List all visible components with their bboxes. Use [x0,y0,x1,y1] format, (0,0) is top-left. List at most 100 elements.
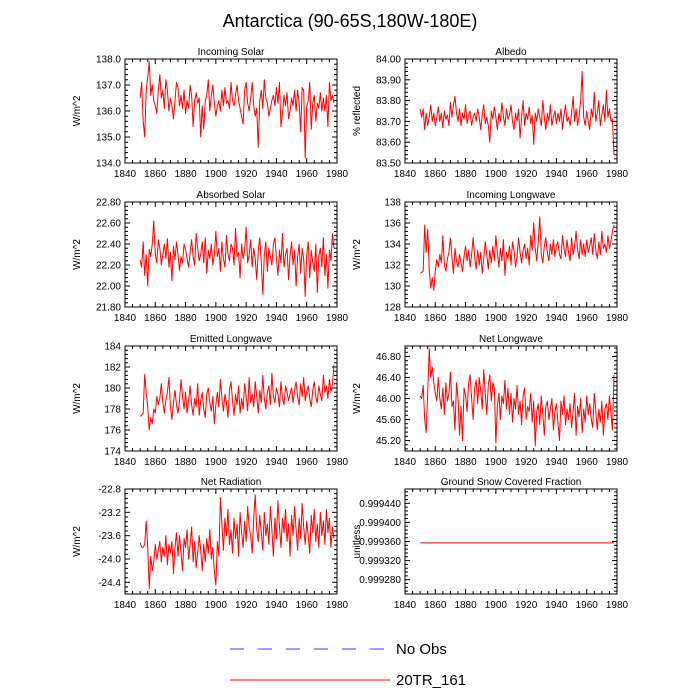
x-tick-label: 1900 [205,600,228,611]
y-tick-label: 83.60 [376,138,401,149]
x-tick-label: 1840 [394,457,417,468]
series-line [419,70,615,155]
y-tick-label: 46.40 [376,373,401,384]
y-tick-label: 22.60 [96,219,121,230]
plot-6: 1840 1860 1880 1900 1920 1940 1960 1980 45.20 45.… [352,334,629,468]
series-line [139,364,335,431]
y-tick-label: 136 [384,219,401,230]
y-tick-label: 182 [104,363,121,374]
x-tick-label: 1860 [144,313,167,324]
x-tick-label: 1960 [296,313,319,324]
y-axis-label: W/m^2 [352,383,363,414]
x-tick-label: 1980 [606,313,629,324]
x-tick-label: 1860 [424,600,447,611]
x-tick-label: 1880 [174,313,197,324]
y-tick-label: 180 [104,384,121,395]
x-tick-label: 1900 [205,169,228,180]
x-tick-label: 1880 [174,457,197,468]
y-tick-label: 0.999280 [359,575,401,586]
x-tick-label: 1920 [515,457,538,468]
plot-title: Emitted Longwave [190,334,273,345]
y-tick-label: 22.00 [96,282,121,293]
legend: No Obs 20TR_161 [230,641,466,689]
x-tick-label: 1940 [545,457,568,468]
x-tick-label: 1940 [265,457,288,468]
x-tick-label: 1940 [545,169,568,180]
x-tick-label: 1980 [326,600,349,611]
x-tick-label: 1840 [114,600,137,611]
series-line [419,348,615,447]
y-axis-label: W/m^2 [72,526,83,557]
plot-title: Albedo [495,47,527,58]
y-tick-label: -24.4 [98,578,121,589]
x-tick-label: 1920 [235,457,258,468]
x-tick-label: 1900 [485,600,508,611]
x-tick-label: 1940 [265,169,288,180]
x-tick-label: 1960 [296,600,319,611]
x-tick-label: 1880 [454,600,477,611]
series-line [419,216,615,291]
y-axis-label: W/m^2 [352,239,363,270]
series-line [139,61,335,159]
legend-label-20tr: 20TR_161 [396,672,466,689]
x-tick-label: 1980 [606,600,629,611]
y-tick-label: 22.80 [96,198,121,209]
plot-title: Absorbed Solar [197,190,267,201]
x-tick-label: 1940 [265,600,288,611]
y-tick-label: 176 [104,426,121,437]
plot-title: Net Radiation [201,477,262,488]
y-tick-label: -22.8 [98,485,121,496]
x-tick-label: 1980 [326,313,349,324]
y-tick-label: 134.0 [96,159,121,170]
x-tick-label: 1900 [205,457,228,468]
series-line [139,220,335,297]
x-tick-label: 1860 [424,457,447,468]
x-tick-label: 1940 [545,313,568,324]
plot-frame [404,488,618,595]
y-tick-label: -24.0 [98,555,121,566]
plot-8: 1840 1860 1880 1900 1920 1940 1960 1980 0.999280… [352,477,629,611]
x-tick-label: 1900 [485,457,508,468]
y-tick-label: 45.60 [376,415,401,426]
y-tick-label: 46.80 [376,352,401,363]
x-tick-label: 1980 [326,457,349,468]
y-tick-label: 83.80 [376,96,401,107]
x-tick-label: 1860 [424,169,447,180]
x-tick-label: 1840 [394,600,417,611]
x-tick-label: 1880 [454,457,477,468]
x-tick-label: 1920 [235,169,258,180]
x-tick-label: 1940 [545,600,568,611]
y-axis-label: W/m^2 [72,95,83,126]
x-tick-label: 1880 [454,313,477,324]
y-tick-label: 174 [104,447,121,458]
x-tick-label: 1920 [515,313,538,324]
plots: 1840 1860 1880 1900 1920 1940 1960 1980 134.0 135… [72,47,629,611]
plot-title: Incoming Longwave [467,190,556,201]
plot-2: 1840 1860 1880 1900 1920 1940 1960 1980 83.50 83.… [352,47,629,180]
x-tick-label: 1960 [576,600,599,611]
plot-title: Ground Snow Covered Fraction [441,477,582,488]
y-axis-label: unitless [352,525,363,559]
y-tick-label: 46.00 [376,394,401,405]
y-tick-label: 83.90 [376,75,401,86]
y-axis-label: W/m^2 [72,239,83,270]
plot-frame [404,58,618,164]
y-tick-label: 178 [104,405,121,416]
y-tick-label: 134 [384,240,401,251]
y-tick-label: 83.70 [376,117,401,128]
y-tick-label: -23.2 [98,508,121,519]
x-tick-label: 1900 [485,169,508,180]
x-tick-label: 1840 [114,313,137,324]
x-tick-label: 1880 [174,600,197,611]
x-tick-label: 1920 [235,600,258,611]
x-tick-label: 1840 [114,169,137,180]
y-tick-label: 0.999440 [359,499,401,510]
x-tick-label: 1920 [515,169,538,180]
x-tick-label: 1840 [394,313,417,324]
y-tick-label: 83.50 [376,159,401,170]
x-tick-label: 1940 [265,313,288,324]
plot-7: 1840 1860 1880 1900 1920 1940 1960 1980 -24.4 -24… [72,477,349,611]
y-tick-label: 22.40 [96,240,121,251]
y-tick-label: 0.999400 [359,518,401,529]
